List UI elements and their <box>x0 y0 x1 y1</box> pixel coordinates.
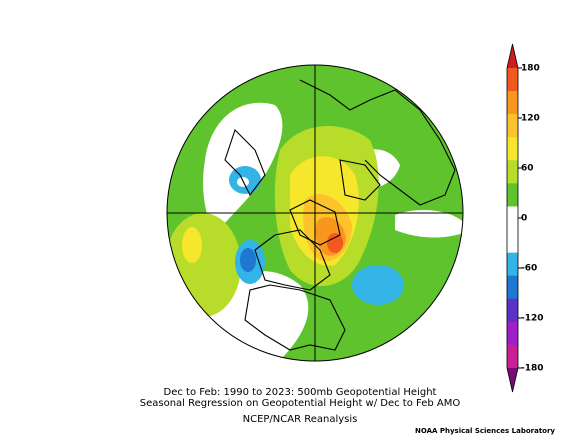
credit: NOAA Physical Sciences Laboratory <box>415 427 555 435</box>
colorbar-bin <box>507 229 518 253</box>
colorbar-bin <box>507 206 518 230</box>
map <box>167 65 463 361</box>
colorbar-bin <box>507 160 518 184</box>
colorbar-under <box>507 368 518 392</box>
colorbar-bin <box>507 298 518 323</box>
colorbar-bin <box>507 68 518 92</box>
colorbar-over <box>507 44 518 68</box>
colorbar-tick-label: 60 <box>521 164 534 174</box>
colorbar-tick-label: 120 <box>521 114 540 124</box>
title-line: Seasonal Regression on Geopotential Heig… <box>140 398 461 409</box>
colorbar-tick-label: -180 <box>521 364 544 374</box>
title-line: Dec to Feb: 1990 to 2023: 500mb Geopoten… <box>164 387 437 398</box>
colorbar-bin <box>507 183 518 207</box>
colorbar-bin <box>507 275 518 300</box>
colorbar-bin <box>507 252 518 276</box>
title-line: NCEP/NCAR Reanalysis <box>243 414 358 425</box>
colorbar-bin <box>507 344 518 369</box>
colorbar-tick-label: -120 <box>521 314 544 324</box>
colorbar-bin <box>507 114 518 138</box>
colorbar-bin <box>507 321 518 346</box>
colorbar-tick-label: -60 <box>521 264 537 274</box>
colorbar: 180 120 60 0 -60 -120 -180 <box>506 43 544 393</box>
colorbar-tick-label: 180 <box>521 64 540 74</box>
colorbar-tick-label: 0 <box>521 214 527 224</box>
colorbar-bin <box>507 91 518 115</box>
colorbar-bin <box>507 137 518 161</box>
